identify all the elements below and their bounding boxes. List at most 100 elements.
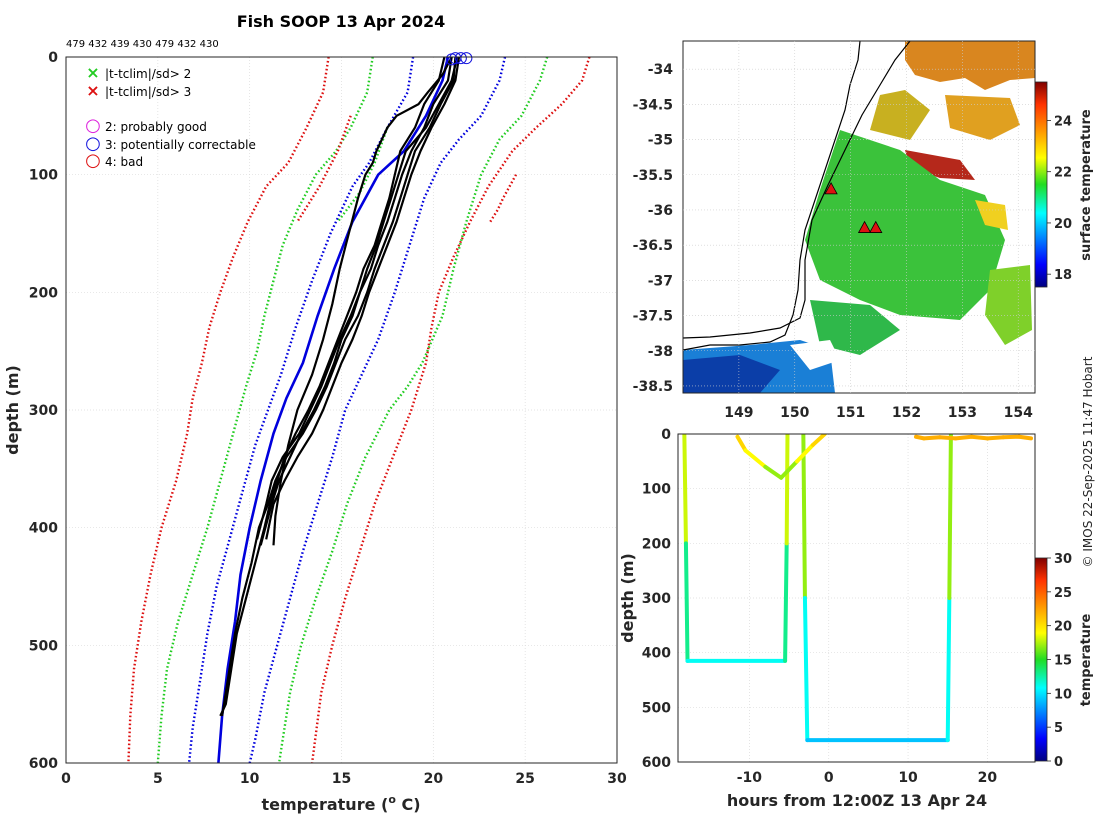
td-x-tick-0: 0 xyxy=(824,770,834,786)
surface-2-seg-4 xyxy=(969,434,990,441)
td-colorbar-label: temperature xyxy=(1079,614,1094,707)
cast-3 xyxy=(265,57,461,540)
map-cb-tick-18: 18 xyxy=(1054,268,1072,283)
legend-symbol-1: × xyxy=(86,81,99,100)
clim-partial-right xyxy=(489,174,518,223)
td-y-tick-200: 200 xyxy=(642,536,671,552)
drop-site-0 xyxy=(824,182,838,195)
td-cb-tick-25: 25 xyxy=(1054,586,1072,601)
drop-site-2 xyxy=(869,220,883,233)
sst-cold-core xyxy=(683,355,780,393)
cast-6 xyxy=(272,57,453,546)
profile-x-label: temperature (o C) xyxy=(261,793,420,814)
surface-2-seg-6 xyxy=(1001,434,1022,440)
xlabel-degree: o xyxy=(388,793,396,806)
y-tick-600: 600 xyxy=(29,756,58,772)
drop-1-seg-3 xyxy=(783,541,789,663)
map-x-tick-152: 152 xyxy=(892,405,921,421)
td-x-tick-20: 20 xyxy=(978,770,998,786)
td-cb-tick-10: 10 xyxy=(1054,687,1072,702)
sst-gap xyxy=(790,340,840,370)
xlabel-main: temperature ( xyxy=(261,795,388,814)
profile-y-label: depth (m) xyxy=(3,365,22,455)
clim-partial-left xyxy=(296,115,352,223)
map-x-tick-149: 149 xyxy=(724,405,753,421)
drop-sites xyxy=(824,182,883,233)
sst-map: 149 150 151 152 153 154 -34 -34.5 -35 -35.5 -36 -36… xyxy=(633,40,1094,421)
y-tick-0: 0 xyxy=(48,50,58,66)
x-tick-30: 30 xyxy=(607,771,627,787)
profile-ids: 479 432 439 430 479 432 430 xyxy=(66,39,219,50)
map-x-tick-151: 151 xyxy=(836,405,865,421)
sst-mid-patch xyxy=(870,90,930,140)
copyright-credit: © IMOS 22-Sep-2025 11:47 Hobart xyxy=(1081,356,1095,567)
map-y-tick--38: -38 xyxy=(648,344,673,360)
map-ticks: 149 150 151 152 153 154 -34 -34.5 -35 -35.5 -36 -36… xyxy=(633,41,1035,421)
flag-1 xyxy=(454,52,467,65)
y-tick-300: 300 xyxy=(29,403,58,419)
clim-minus-2sd xyxy=(156,57,374,763)
drop-1-seg-4 xyxy=(784,434,790,546)
surface-1-seg-1 xyxy=(743,448,768,469)
drop-2 xyxy=(801,434,953,743)
surface-1 xyxy=(735,434,827,480)
drop-2-seg-1 xyxy=(802,596,810,743)
map-x-tick-150: 150 xyxy=(780,405,809,421)
drop-1 xyxy=(682,434,790,663)
drop-2-seg-0 xyxy=(801,434,807,600)
sst-warm-eddy xyxy=(945,95,1020,140)
y-tick-100: 100 xyxy=(29,168,58,184)
legend-symbol-0: × xyxy=(86,63,99,82)
surface-1-seg-0 xyxy=(735,434,748,453)
sst-hot-streak xyxy=(905,150,975,180)
legend-symbol-4: ○ xyxy=(85,150,101,171)
cast-5 xyxy=(259,57,459,546)
map-y-tick--37.5: -37.5 xyxy=(633,309,673,325)
climatology-lines xyxy=(127,57,591,763)
surface-2-seg-2 xyxy=(937,435,958,441)
clim-minus-1sd xyxy=(187,57,415,763)
y-tick-200: 200 xyxy=(29,285,58,301)
legend-label-1: |t-tclim|/sd> 3 xyxy=(105,85,191,99)
surface-2-seg-7 xyxy=(1017,434,1034,441)
quality-flags xyxy=(445,52,473,66)
map-x-tick-153: 153 xyxy=(948,405,977,421)
legend-label-4: 4: bad xyxy=(105,155,143,169)
td-tracks xyxy=(682,434,1034,743)
surface-1-seg-3 xyxy=(779,459,799,480)
chart-title: Fish SOOP 13 Apr 2024 xyxy=(237,12,446,31)
clim-plus-3sd xyxy=(310,57,591,763)
map-colorbar xyxy=(1034,81,1048,288)
x-tick-0: 0 xyxy=(61,771,71,787)
td-cb-tick-0: 0 xyxy=(1054,755,1063,770)
td-x-label: hours from 12:00Z 13 Apr 24 xyxy=(727,791,987,810)
surface-1-seg-2 xyxy=(763,464,784,480)
td-x-tick-10: 10 xyxy=(898,770,918,786)
legend-symbol-2: ○ xyxy=(85,115,101,136)
legend-label-3: 3: potentially correctable xyxy=(105,138,256,152)
sst-green-area xyxy=(805,130,1005,320)
td-cb-tick-5: 5 xyxy=(1054,721,1063,736)
clim-mean xyxy=(217,57,450,763)
map-cb-tick-22: 22 xyxy=(1054,166,1072,181)
cast-4 xyxy=(219,57,446,717)
map-colorbar-label: surface temperature xyxy=(1079,109,1094,261)
legend-label-2: 2: probably good xyxy=(105,120,207,134)
surface-1-seg-4 xyxy=(795,442,815,464)
shelf-contour xyxy=(683,41,911,339)
td-cb-tick-20: 20 xyxy=(1054,620,1072,635)
y-tick-400: 400 xyxy=(29,521,58,537)
map-y-tick--35: -35 xyxy=(648,133,673,149)
clim-minus-3sd xyxy=(127,57,330,763)
x-tick-25: 25 xyxy=(515,771,534,787)
td-y-tick-500: 500 xyxy=(642,700,671,716)
profile-frame xyxy=(65,56,618,764)
td-colorbar xyxy=(1034,557,1048,762)
sst-field xyxy=(683,41,1035,393)
map-y-tick--36: -36 xyxy=(648,203,673,219)
x-tick-10: 10 xyxy=(240,771,260,787)
map-y-tick--37: -37 xyxy=(648,273,673,289)
